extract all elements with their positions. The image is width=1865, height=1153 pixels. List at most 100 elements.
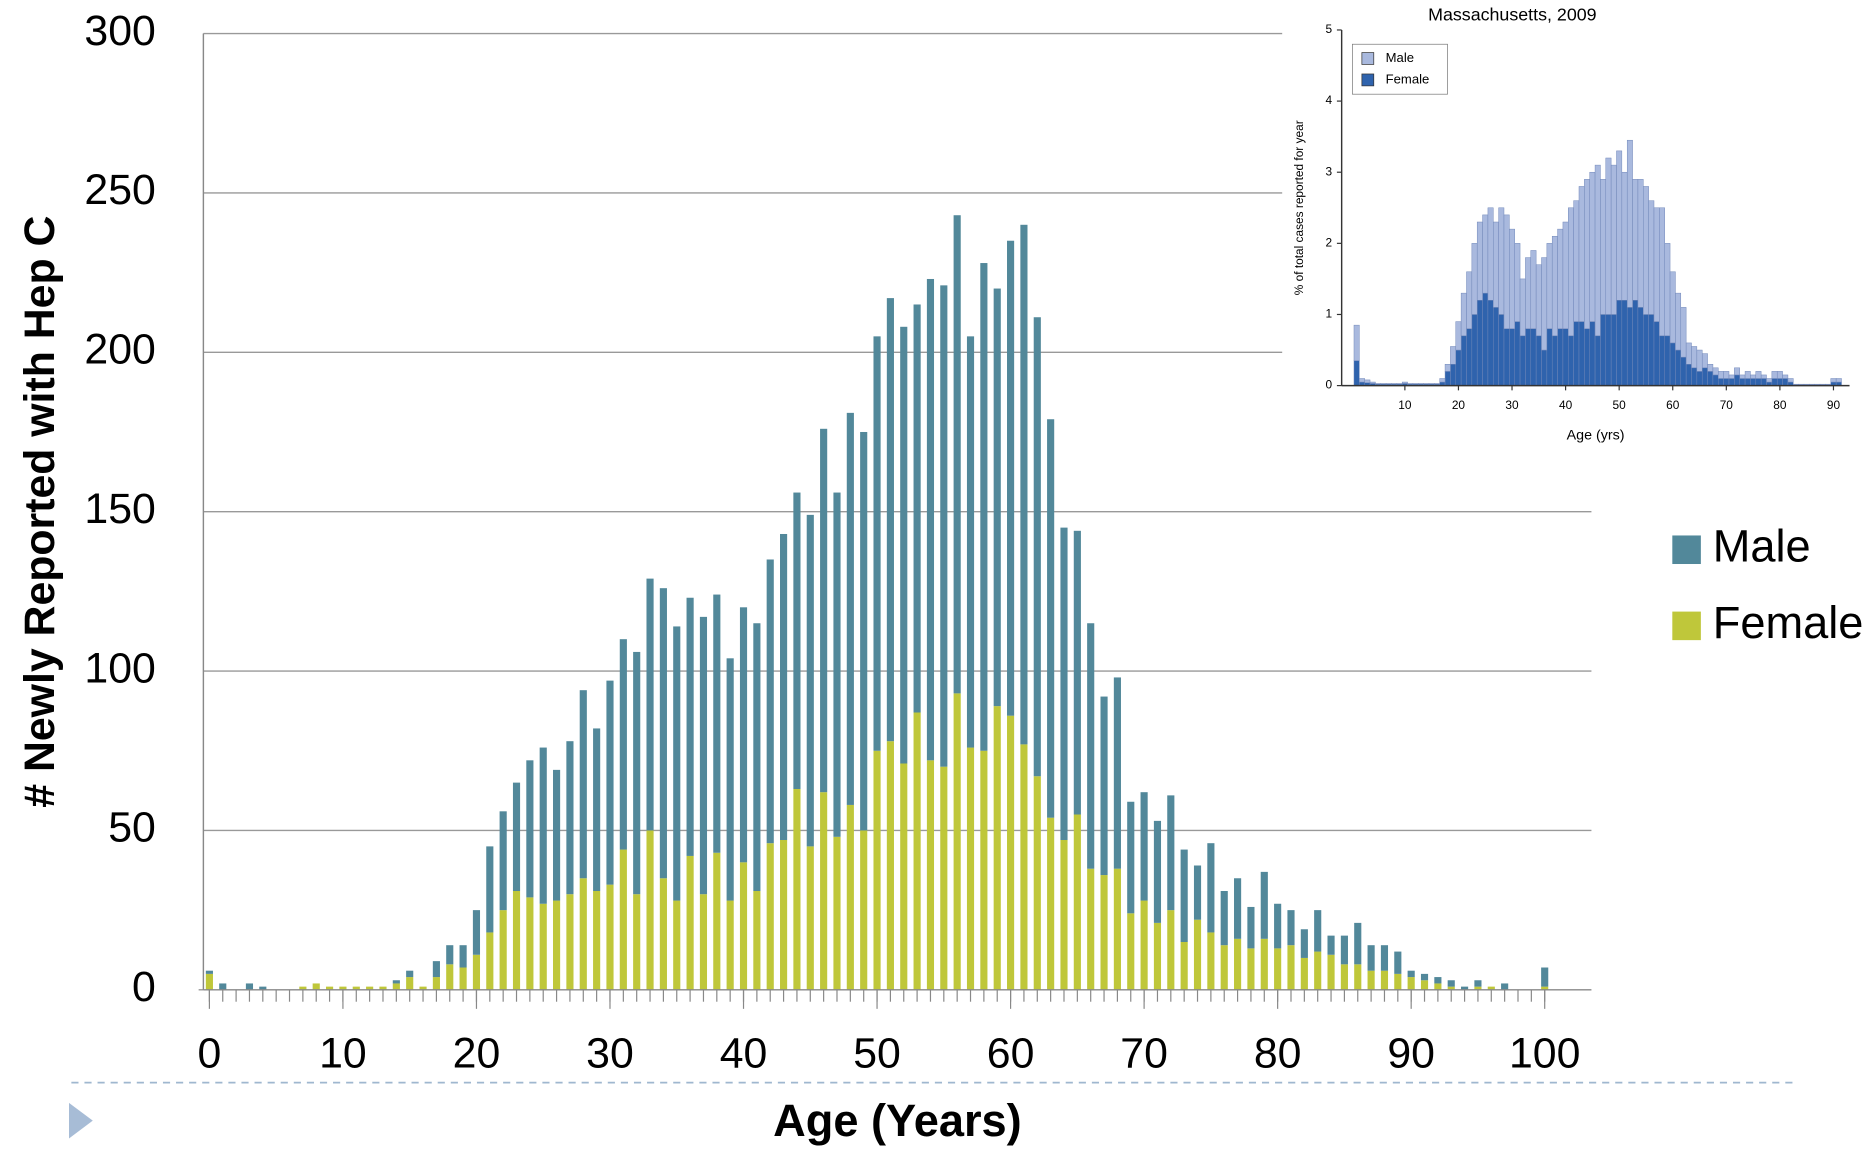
bar bbox=[940, 766, 948, 990]
bar bbox=[1300, 957, 1308, 990]
bar bbox=[1340, 935, 1348, 965]
bar bbox=[1234, 938, 1242, 990]
y-tick-label: 3 bbox=[1326, 164, 1333, 178]
bar bbox=[1830, 378, 1837, 383]
x-tick-label: 50 bbox=[1613, 398, 1627, 412]
bar bbox=[1367, 945, 1375, 971]
bar bbox=[1100, 696, 1108, 876]
bar bbox=[1501, 983, 1509, 990]
bar bbox=[1664, 243, 1671, 337]
bar bbox=[1401, 381, 1408, 384]
bar bbox=[793, 789, 801, 990]
bar bbox=[1140, 900, 1148, 990]
bar bbox=[1047, 817, 1055, 990]
bar bbox=[1819, 383, 1826, 386]
y-tick-label: 250 bbox=[84, 166, 155, 214]
bar bbox=[619, 849, 627, 990]
bar bbox=[1247, 948, 1255, 990]
bar bbox=[1407, 383, 1414, 385]
legend-label: Male bbox=[1386, 50, 1414, 65]
x-tick-label: 80 bbox=[1254, 1030, 1302, 1078]
bar bbox=[1514, 321, 1521, 386]
bar bbox=[1193, 865, 1202, 920]
x-axis-label: Age (yrs) bbox=[1567, 427, 1625, 443]
x-tick-label: 30 bbox=[586, 1030, 634, 1078]
bar bbox=[526, 897, 534, 990]
bar bbox=[1444, 371, 1451, 386]
bar bbox=[1207, 932, 1215, 990]
bar bbox=[1546, 328, 1553, 386]
bar bbox=[1439, 378, 1446, 383]
bar bbox=[953, 215, 961, 694]
bar bbox=[1394, 951, 1402, 974]
bar bbox=[432, 961, 440, 978]
bar bbox=[1353, 324, 1360, 361]
bar bbox=[993, 288, 1001, 707]
bar bbox=[1825, 383, 1832, 386]
bar bbox=[1407, 977, 1415, 990]
bar bbox=[1180, 849, 1188, 943]
y-axis-label: # Newly Reported with Hep C bbox=[16, 216, 64, 808]
bar bbox=[1394, 973, 1402, 990]
bar bbox=[312, 983, 320, 990]
bar bbox=[1447, 980, 1455, 987]
bar bbox=[1220, 891, 1228, 946]
bar bbox=[1712, 367, 1719, 376]
bar bbox=[1605, 157, 1612, 315]
bar bbox=[1380, 383, 1387, 385]
bar bbox=[1621, 171, 1628, 301]
bar bbox=[1551, 335, 1558, 386]
bar bbox=[1487, 986, 1495, 990]
bar bbox=[553, 900, 561, 990]
bar bbox=[1487, 207, 1494, 301]
bar bbox=[1476, 221, 1483, 301]
bar bbox=[713, 852, 721, 990]
bar bbox=[699, 894, 708, 990]
bar bbox=[1385, 383, 1392, 385]
bar bbox=[245, 983, 254, 990]
bar bbox=[472, 954, 481, 990]
bar bbox=[1020, 224, 1028, 745]
x-tick-label: 50 bbox=[853, 1030, 901, 1078]
bar bbox=[579, 690, 587, 879]
bar bbox=[980, 263, 988, 751]
bar bbox=[713, 594, 721, 853]
bar bbox=[1087, 623, 1095, 869]
bar bbox=[1551, 235, 1558, 337]
bar bbox=[1450, 346, 1457, 365]
bar bbox=[352, 986, 360, 990]
bar bbox=[1616, 150, 1623, 301]
bar bbox=[205, 973, 213, 990]
bar bbox=[646, 578, 654, 831]
x-tick-label: 60 bbox=[1666, 398, 1680, 412]
bar bbox=[432, 977, 440, 990]
bar bbox=[499, 811, 507, 911]
bar bbox=[1466, 328, 1473, 386]
bar bbox=[1474, 980, 1482, 987]
bar bbox=[820, 792, 828, 990]
bar bbox=[1541, 349, 1548, 386]
bar bbox=[1734, 374, 1740, 386]
bar bbox=[1455, 349, 1462, 386]
bar bbox=[1367, 970, 1375, 990]
bar bbox=[659, 878, 667, 990]
bar bbox=[1610, 314, 1617, 386]
x-tick-label: 80 bbox=[1773, 398, 1787, 412]
y-axis-label: % of total cases reported for year bbox=[1292, 120, 1306, 295]
bullet-arrow bbox=[68, 1102, 93, 1139]
bar bbox=[1621, 300, 1628, 386]
bar bbox=[953, 693, 961, 990]
bar bbox=[1594, 335, 1601, 386]
bar bbox=[406, 970, 414, 978]
bar bbox=[686, 855, 694, 990]
bar bbox=[1418, 383, 1424, 385]
bar bbox=[1493, 307, 1499, 386]
bar bbox=[699, 616, 708, 895]
bar bbox=[1514, 243, 1521, 322]
bar bbox=[1274, 948, 1282, 990]
bar bbox=[1744, 378, 1751, 386]
bar bbox=[1776, 371, 1783, 379]
bar bbox=[1007, 715, 1015, 990]
bar bbox=[606, 884, 614, 990]
